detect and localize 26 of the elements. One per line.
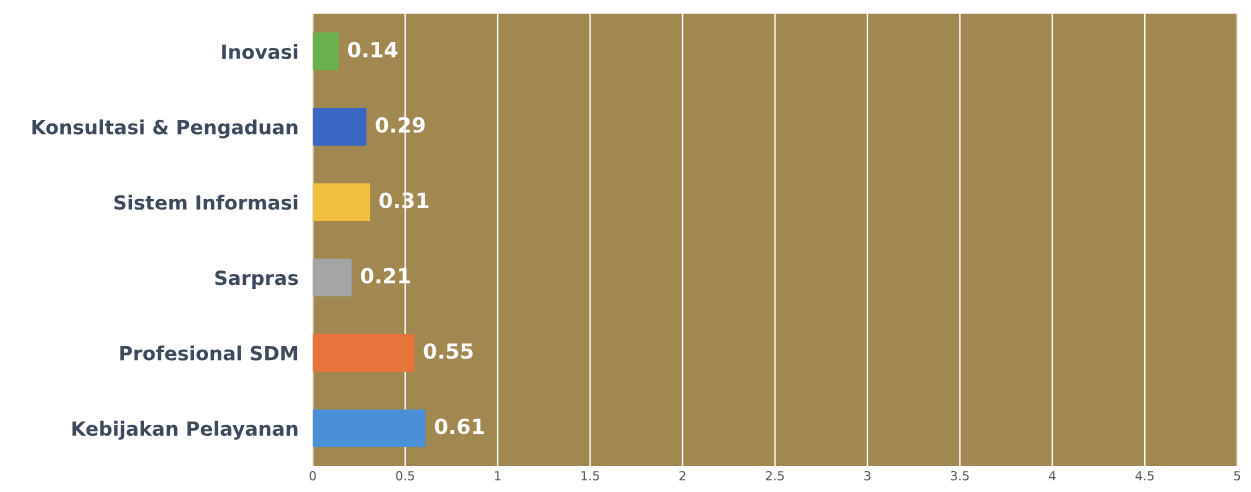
- data-label: 0.61: [434, 418, 484, 435]
- bar: [312, 32, 339, 71]
- x-tick-label: 3.5: [950, 471, 969, 481]
- x-tick-label: 2.5: [765, 471, 784, 481]
- x-tick-label: 1: [495, 471, 501, 481]
- x-tick-label: 4.5: [1135, 471, 1154, 481]
- bar: [312, 183, 371, 222]
- y-tick-label: Sarpras: [215, 270, 298, 289]
- y-tick-label: Inovasi: [222, 44, 298, 60]
- x-tick-label: 5: [1234, 471, 1241, 481]
- bar: [312, 334, 415, 372]
- y-tick-label: Sistem Informasi: [114, 194, 298, 210]
- x-tick-label: 4: [1048, 471, 1056, 481]
- y-tick-label: Profesional SDM: [120, 345, 298, 361]
- x-tick-label: 3: [864, 471, 871, 481]
- x-tick-label: 2: [679, 471, 686, 481]
- y-tick-label: Kebijakan Pelayanan: [72, 420, 298, 440]
- bar: [312, 258, 352, 297]
- bar: [312, 409, 426, 448]
- x-tick-label: 0.5: [396, 471, 415, 481]
- x-tick-label: 1.5: [581, 471, 599, 481]
- data-label: 0.14: [347, 41, 398, 58]
- x-tick-label: 0: [309, 471, 316, 481]
- y-tick-label: Konsultasi & Pengaduan: [32, 119, 298, 139]
- data-label: 0.55: [423, 343, 473, 359]
- bar: [312, 107, 367, 146]
